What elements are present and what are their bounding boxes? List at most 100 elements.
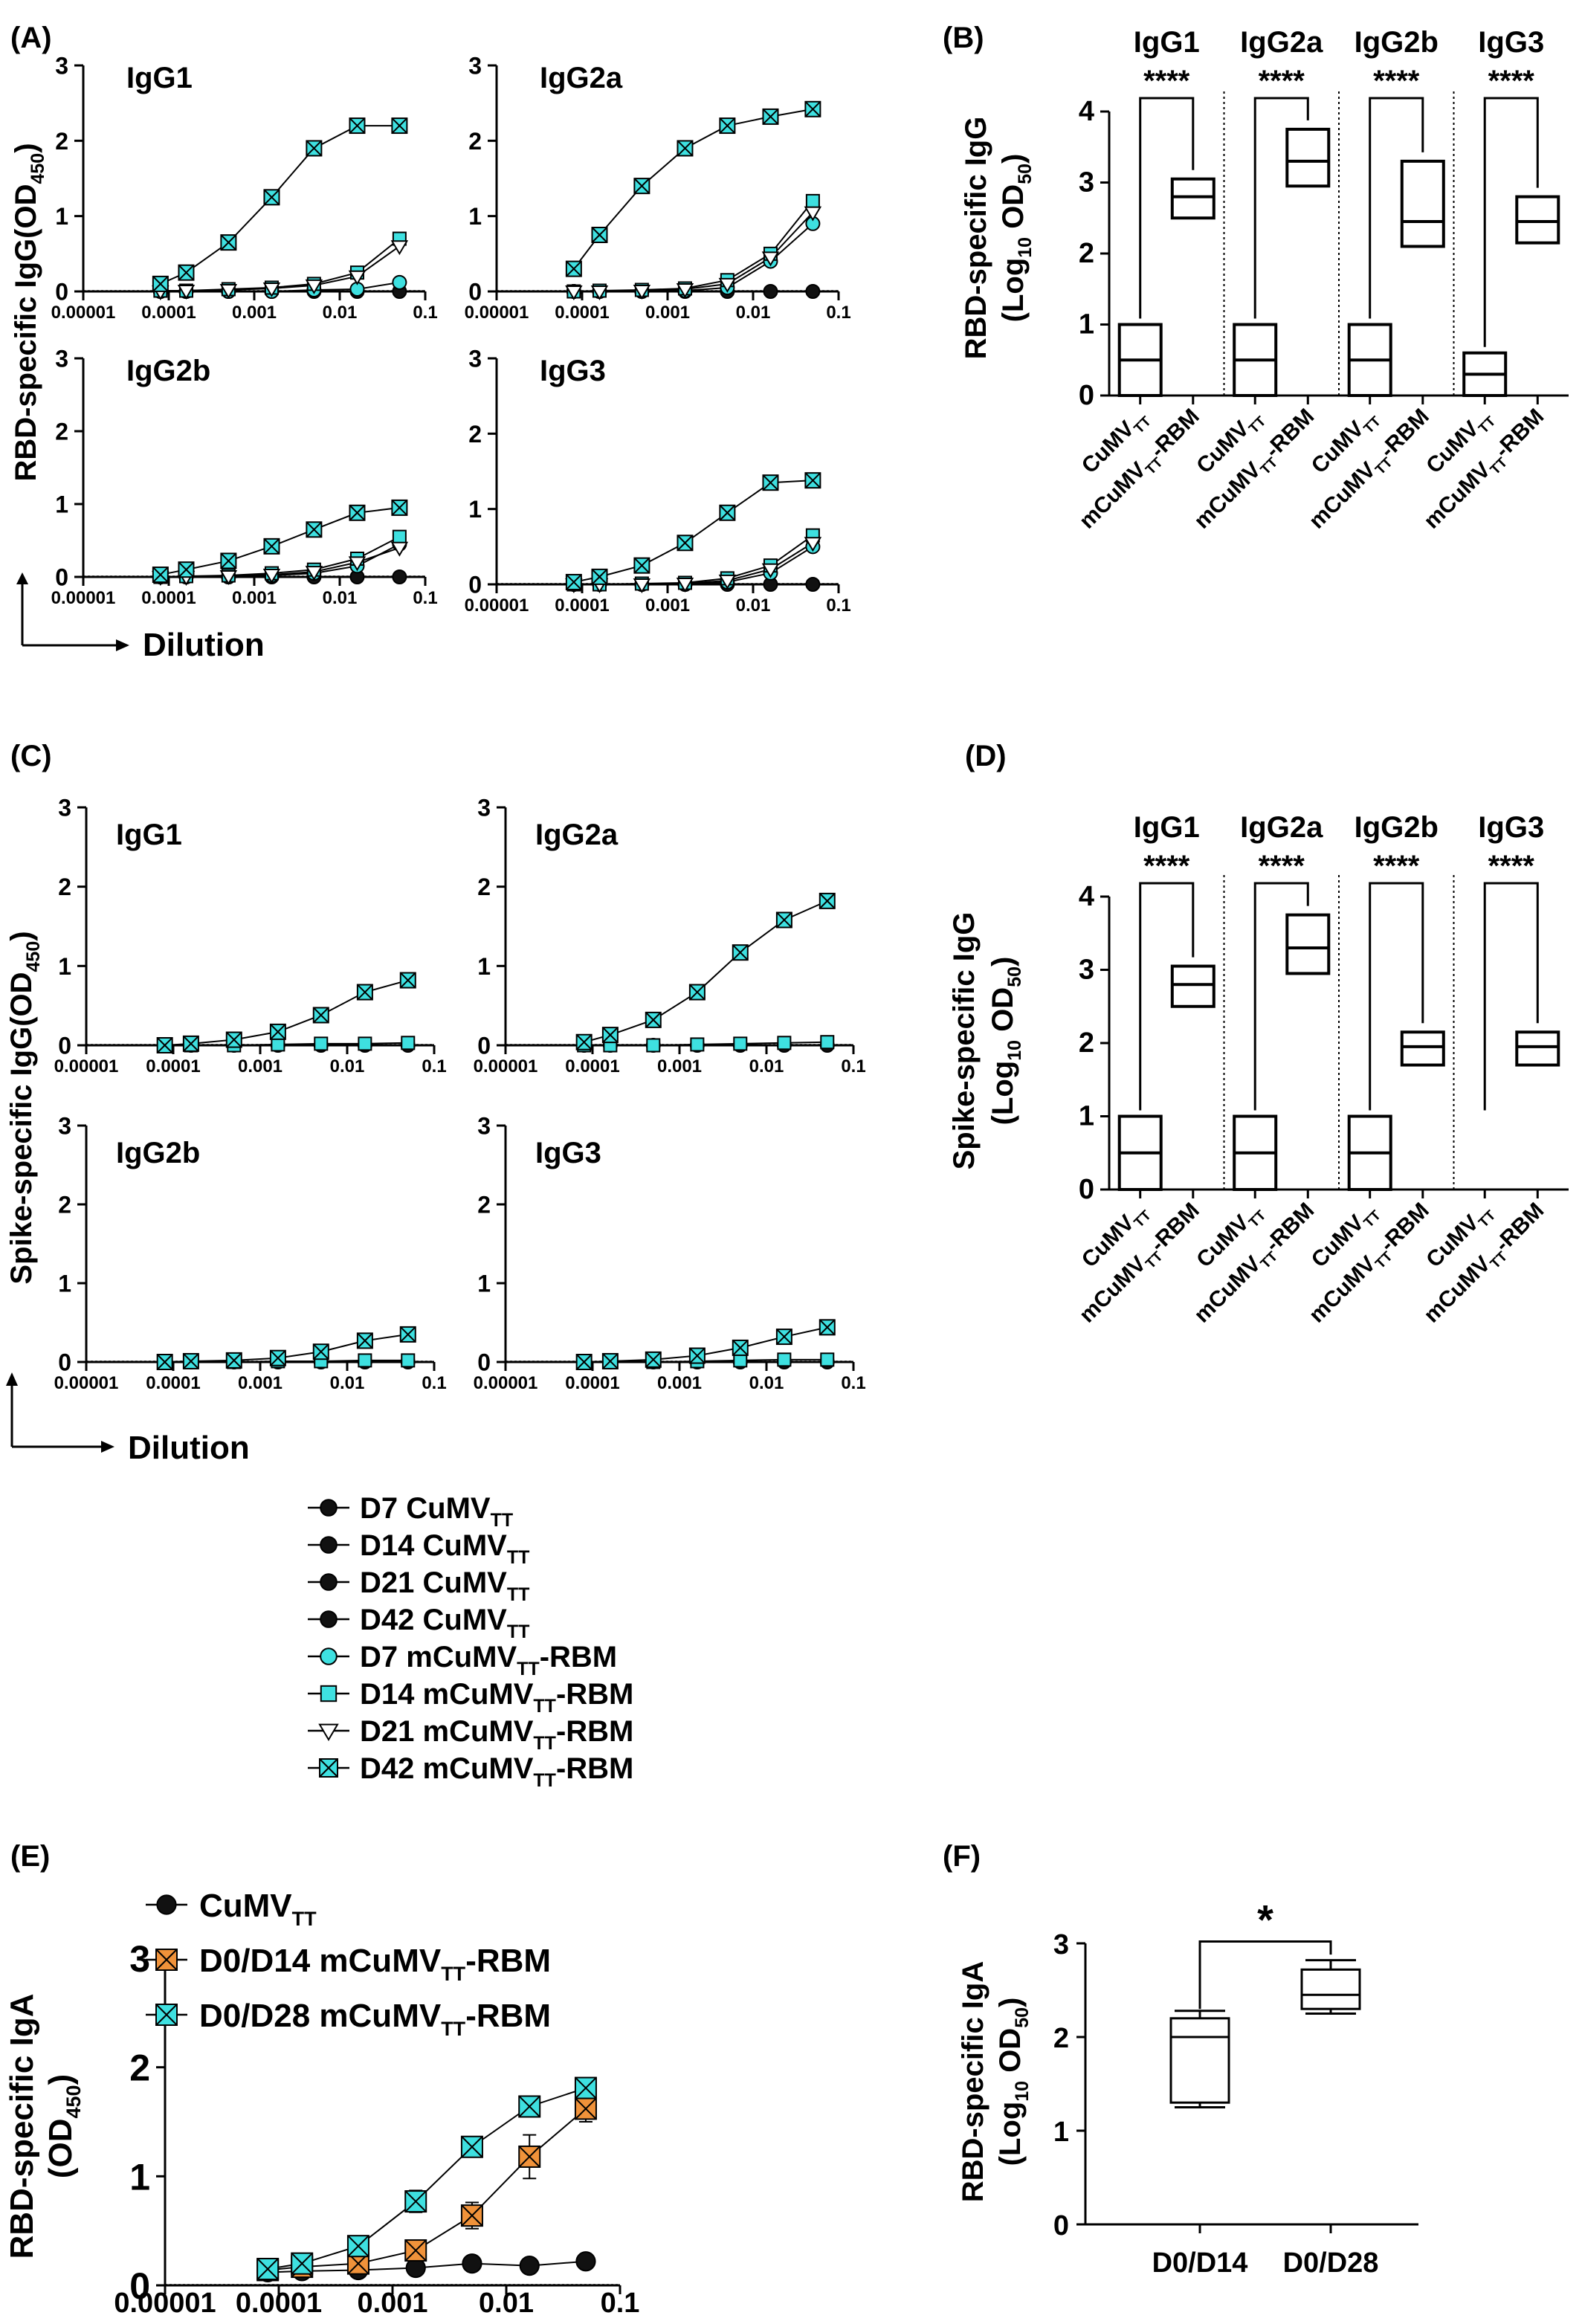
E-point — [460, 2135, 483, 2158]
D-box-rbm — [1170, 964, 1215, 1008]
A-IgG2b-point — [178, 561, 195, 578]
A-IgG2b-point-x2 — [306, 521, 323, 538]
C-IgG3-point-x2 — [575, 1354, 593, 1370]
F-ytick-label: 0 — [1053, 2210, 1069, 2241]
A-IgG1-point — [178, 264, 195, 281]
C-IgG2a-point-x2 — [776, 911, 792, 929]
C-IgG1-ytick-label: 2 — [58, 874, 71, 900]
panel-label-B: (B) — [943, 22, 984, 54]
A-IgG1-ytick-label: 0 — [55, 279, 68, 306]
C-ylabel: Spike-specific IgG(OD450) — [5, 931, 44, 1284]
B-ytick-label: 2 — [1079, 238, 1094, 269]
A-IgG2a-point-x2 — [719, 117, 736, 134]
A-IgG2b-point — [152, 567, 169, 584]
panel-label-C: (C) — [10, 740, 52, 772]
C-IgG2a-point — [732, 944, 749, 961]
C-IgG3-point — [688, 1347, 706, 1364]
A-IgG2b-point — [305, 566, 323, 581]
C-IgG3-point-x2 — [819, 1319, 836, 1336]
panel-label-F: (F) — [943, 1840, 981, 1873]
C-arrowhead-up — [6, 1372, 18, 1386]
A-IgG3-ytick-label: 2 — [468, 421, 482, 448]
A-IgG2a-xtick-label: 0.01 — [736, 303, 771, 323]
A-IgG1-point — [219, 283, 238, 299]
E-point — [519, 2256, 540, 2276]
D-group-title: IgG3 — [1478, 811, 1544, 844]
D-ylabel-2: (Log10 OD50) — [987, 957, 1025, 1126]
A-IgG2a-ytick-label: 1 — [468, 203, 482, 230]
A-IgG2b-point-x2 — [391, 500, 408, 516]
D-sig-bracket — [1369, 882, 1424, 1111]
F-box — [1300, 1968, 1361, 2010]
A-IgG2a-point — [633, 284, 651, 300]
F-xtick-label: D0/D14 — [1152, 2247, 1248, 2279]
E-point — [404, 2239, 427, 2262]
D-ytick-label: 2 — [1079, 1027, 1094, 1059]
D-group-title: IgG2a — [1240, 811, 1323, 844]
legend-marker — [318, 1723, 339, 1741]
B-ytick-label: 3 — [1079, 167, 1094, 198]
C-IgG1-point-x2 — [313, 1007, 329, 1024]
E-legend-item: D0/D14 mCuMVTT-RBM — [199, 1943, 551, 1985]
A-IgG3-point-x2 — [633, 557, 650, 574]
A-IgG1-xtick-label: 0.00001 — [51, 303, 116, 323]
A-IgG2a-title: IgG2a — [540, 62, 623, 94]
A-IgG3-ytick-label: 0 — [468, 572, 482, 598]
F-ytick-label: 3 — [1053, 1929, 1069, 1960]
C-IgG1-xtick-label: 0.01 — [330, 1056, 365, 1077]
C-IgG1-point — [358, 1036, 372, 1051]
B-group-title: IgG2a — [1240, 26, 1323, 59]
C-IgG2b-point — [399, 1326, 416, 1343]
A-IgG2a-point — [804, 206, 822, 222]
legend-marker — [320, 1647, 338, 1665]
A-IgG1-point-x2 — [263, 189, 280, 206]
C-IgG2b-ytick-label: 3 — [58, 1113, 71, 1140]
C-IgG1-point — [225, 1031, 242, 1048]
A-IgG2b-point — [306, 521, 323, 538]
D-sig-label: **** — [1488, 850, 1535, 882]
B-sig-bracket — [1253, 97, 1309, 319]
F-box — [1169, 2017, 1230, 2104]
A-IgG2b-ytick-label: 2 — [55, 419, 68, 445]
A-IgG2b-ytick-label: 3 — [55, 346, 68, 372]
A-IgG1-point-x2 — [391, 117, 408, 134]
A-IgG2a-point-x2 — [762, 109, 779, 125]
D-group-title: IgG2b — [1355, 811, 1439, 844]
C-IgG1-point-x2 — [270, 1024, 286, 1040]
E-point-x2 — [404, 2239, 427, 2262]
C-IgG2b-ytick-label: 2 — [58, 1192, 71, 1219]
C-IgG2a-xtick-label: 0.1 — [841, 1056, 865, 1077]
A-IgG1-point — [306, 140, 323, 157]
A-IgG3-title: IgG3 — [540, 355, 606, 387]
B-ylabel-1: RBD-specific IgG — [960, 117, 992, 360]
A-IgG2b-point — [220, 552, 237, 569]
B-sig-bracket — [1369, 97, 1424, 319]
B-group-title: IgG1 — [1134, 26, 1200, 59]
A-IgG3-point-x2 — [762, 474, 779, 491]
legend-marker-x2 — [319, 1758, 338, 1778]
C-IgG1-point-x2 — [400, 972, 416, 989]
A-IgG2a-point — [805, 284, 821, 299]
A-IgG1-xtick-label: 0.1 — [413, 303, 437, 323]
C-IgG3-xtick-label: 0.01 — [749, 1373, 784, 1393]
A-IgG2b-point — [390, 541, 409, 557]
B-sig-label: **** — [1259, 65, 1305, 97]
E-legend-marker — [156, 1894, 177, 1915]
C-IgG1-xtick-label: 0.0001 — [146, 1056, 200, 1077]
A-IgG2b-point-x2 — [263, 538, 280, 555]
E-xtick-label: 0.00001 — [114, 2288, 216, 2319]
A-IgG3-xtick-label: 0.00001 — [465, 595, 529, 616]
A-IgG1-point-x2 — [349, 117, 366, 134]
B-sig-bracket — [1139, 97, 1195, 319]
C-IgG2a-point-x2 — [689, 984, 706, 1001]
C-IgG2a-point — [646, 1038, 661, 1053]
C-IgG2a-point — [777, 1036, 792, 1050]
A-IgG2a-point-x2 — [633, 178, 650, 194]
A-IgG1-ytick-label: 1 — [55, 203, 68, 230]
E-point — [404, 2190, 427, 2213]
C-dilution-label: Dilution — [128, 1430, 250, 1466]
A-IgG1-point — [349, 117, 366, 135]
A-IgG2a-xtick-label: 0.1 — [826, 303, 850, 323]
A-IgG2b-xtick-label: 0.00001 — [51, 588, 116, 608]
A-IgG1-xtick-label: 0.01 — [323, 303, 358, 323]
